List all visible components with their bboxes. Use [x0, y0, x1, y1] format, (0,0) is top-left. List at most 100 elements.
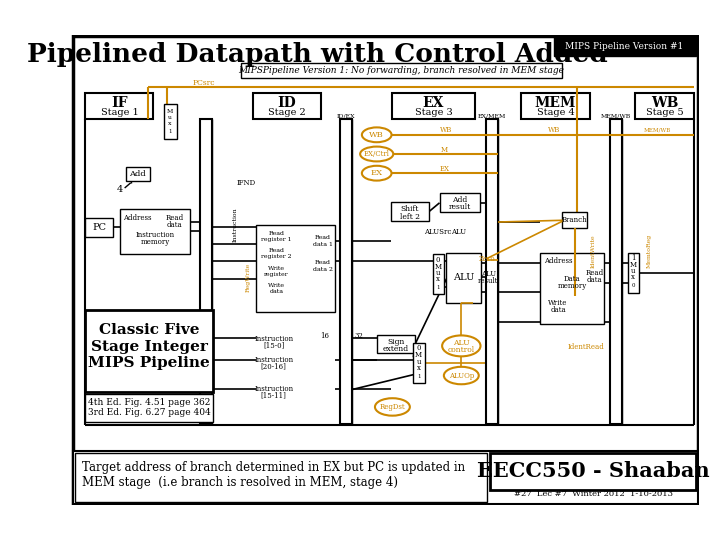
- Text: Instruction: Instruction: [254, 356, 293, 364]
- Text: Write: Write: [268, 283, 285, 288]
- Text: [15-0]: [15-0]: [263, 341, 284, 349]
- Text: Add: Add: [452, 196, 467, 204]
- Text: EX: EX: [440, 165, 450, 173]
- Text: 0: 0: [436, 255, 440, 264]
- Text: ALUOp: ALUOp: [449, 372, 474, 380]
- Text: RegDst: RegDst: [379, 403, 405, 411]
- Text: Instruction: Instruction: [135, 231, 175, 239]
- Text: Branch: Branch: [562, 217, 588, 224]
- Text: data: data: [550, 306, 566, 314]
- Text: memory: memory: [557, 282, 587, 289]
- Bar: [199, 119, 212, 424]
- Bar: [86, 394, 212, 422]
- Bar: [540, 253, 604, 324]
- Text: PCsrc: PCsrc: [193, 79, 215, 87]
- Text: 4th Ed. Fig. 4.51 page 362: 4th Ed. Fig. 4.51 page 362: [88, 398, 210, 407]
- Bar: [86, 310, 212, 392]
- Text: M: M: [434, 262, 441, 271]
- Text: register 1: register 1: [261, 237, 292, 242]
- Text: WB: WB: [441, 126, 453, 134]
- Bar: [486, 119, 498, 424]
- Text: result: result: [449, 203, 471, 211]
- Text: 1: 1: [436, 285, 439, 290]
- Text: data 2: data 2: [312, 267, 333, 272]
- Bar: [240, 63, 562, 78]
- Bar: [521, 93, 590, 119]
- Text: Data: Data: [564, 275, 580, 283]
- Text: x: x: [436, 275, 440, 283]
- Text: u: u: [416, 357, 420, 366]
- Text: MIPSPipeline Version 1: No forwarding, branch resolved in MEM stage: MIPSPipeline Version 1: No forwarding, b…: [238, 66, 564, 75]
- Text: PC: PC: [92, 223, 107, 232]
- Text: Sign: Sign: [387, 339, 405, 346]
- Text: WB: WB: [548, 126, 560, 134]
- Ellipse shape: [442, 335, 480, 356]
- Text: WB: WB: [369, 131, 384, 139]
- Text: Instruction: Instruction: [254, 335, 293, 343]
- Text: IF: IF: [111, 96, 127, 110]
- Text: Classic Five: Classic Five: [99, 323, 199, 337]
- Bar: [86, 93, 153, 119]
- Text: ID/EX: ID/EX: [337, 114, 356, 119]
- Bar: [377, 335, 415, 353]
- Text: 3rd Ed. Fig. 6.27 page 404: 3rd Ed. Fig. 6.27 page 404: [88, 408, 210, 417]
- Text: EX: EX: [423, 96, 444, 110]
- Text: Zero: Zero: [478, 255, 495, 262]
- Text: 1: 1: [631, 254, 635, 262]
- Bar: [125, 167, 150, 181]
- Text: IdentWrite: IdentWrite: [590, 234, 595, 268]
- Text: data: data: [166, 221, 182, 228]
- Text: ALU: ALU: [454, 273, 474, 282]
- Text: EX: EX: [371, 169, 383, 177]
- Text: 0: 0: [631, 283, 635, 288]
- Text: Read: Read: [269, 231, 284, 236]
- Text: EX/MEM: EX/MEM: [477, 114, 506, 119]
- Text: MEM/WB: MEM/WB: [600, 114, 631, 119]
- Text: Instruction: Instruction: [233, 207, 238, 242]
- Text: Add: Add: [130, 170, 146, 178]
- Text: Address: Address: [544, 257, 572, 265]
- Bar: [164, 104, 177, 139]
- Text: ALU: ALU: [481, 271, 496, 278]
- Bar: [392, 93, 475, 119]
- Text: ALU: ALU: [453, 339, 469, 347]
- Text: Stage 1: Stage 1: [101, 107, 138, 117]
- Text: Read: Read: [269, 248, 284, 253]
- Text: Read: Read: [166, 214, 184, 221]
- Text: MEM: MEM: [535, 96, 576, 110]
- Text: MIPS Pipeline: MIPS Pipeline: [88, 356, 210, 370]
- Text: Address: Address: [123, 214, 152, 221]
- Bar: [256, 225, 335, 312]
- Bar: [391, 202, 429, 221]
- Text: EECC550 - Shaaban: EECC550 - Shaaban: [477, 462, 709, 482]
- Text: u: u: [631, 267, 635, 275]
- Bar: [490, 453, 696, 490]
- Text: register 2: register 2: [261, 254, 292, 259]
- Text: Stage Integer: Stage Integer: [91, 340, 207, 354]
- Text: Stage 5: Stage 5: [646, 107, 683, 117]
- Bar: [75, 453, 487, 502]
- Ellipse shape: [362, 166, 392, 180]
- Text: EX/Ctrl: EX/Ctrl: [364, 150, 390, 158]
- Ellipse shape: [444, 367, 479, 384]
- Text: ALU: ALU: [451, 228, 467, 237]
- Text: MEM stage  (i.e branch is resolved in MEM, stage 4): MEM stage (i.e branch is resolved in MEM…: [82, 476, 398, 489]
- Text: Read: Read: [315, 260, 330, 265]
- Text: result: result: [478, 278, 498, 285]
- Text: #27  Lec #7  Winter 2012  1-10-2013: #27 Lec #7 Winter 2012 1-10-2013: [513, 490, 672, 498]
- Bar: [562, 212, 587, 228]
- Text: 4: 4: [117, 185, 122, 194]
- Text: MIPS Pipeline Version #1: MIPS Pipeline Version #1: [565, 42, 683, 51]
- Bar: [635, 93, 694, 119]
- Bar: [413, 343, 425, 383]
- Bar: [628, 253, 639, 293]
- Text: Instruction: Instruction: [254, 386, 293, 394]
- Text: MemtoReg: MemtoReg: [647, 234, 652, 268]
- Text: Write: Write: [268, 266, 285, 271]
- Text: WB: WB: [651, 96, 678, 110]
- Text: register: register: [264, 272, 289, 277]
- Text: M: M: [629, 261, 636, 269]
- Bar: [433, 254, 444, 294]
- Text: Stage 4: Stage 4: [536, 107, 575, 117]
- Text: MEM/WB: MEM/WB: [644, 128, 671, 133]
